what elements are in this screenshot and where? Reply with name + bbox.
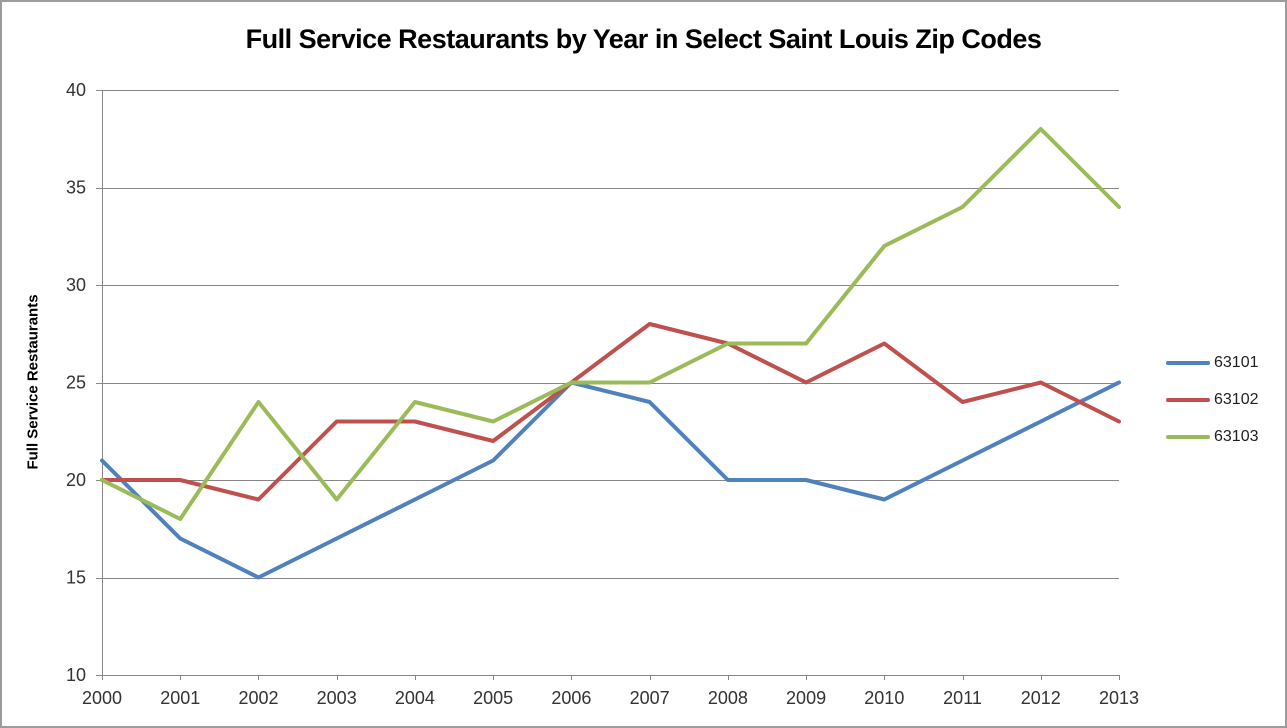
y-tick-label-25: 25 [66,373,86,393]
y-tick-label-20: 20 [66,470,86,490]
x-tick-label-2004: 2004 [395,688,435,708]
x-tick-label-2006: 2006 [551,688,591,708]
x-tick-label-2007: 2007 [630,688,670,708]
x-tick-label-2012: 2012 [1021,688,1061,708]
legend-line-swatch-63102 [1166,397,1210,402]
legend-label-63102: 63102 [1214,390,1259,408]
series-line-63102 [100,322,1121,502]
x-tick-label-2002: 2002 [238,688,278,708]
x-tick-label-2000: 2000 [82,688,122,708]
y-tick-label-15: 15 [66,568,86,588]
x-tick-label-2001: 2001 [160,688,200,708]
legend-entry-63102: 63102 [1166,381,1259,418]
x-tick-label-2010: 2010 [864,688,904,708]
legend-label-63101: 63101 [1214,353,1259,371]
legend-entry-63103: 63103 [1166,418,1259,455]
x-tick-label-2008: 2008 [708,688,748,708]
x-tick-label-2013: 2013 [1099,688,1139,708]
legend-entry-63101: 63101 [1166,344,1259,381]
series-line-63103 [100,127,1121,521]
legend-line-swatch-63101 [1166,360,1210,365]
series-line-63101 [100,380,1121,580]
y-tick-label-40: 40 [66,80,86,100]
y-tick-label-30: 30 [66,275,86,295]
y-tick-label-35: 35 [66,178,86,198]
x-tick-label-2003: 2003 [317,688,357,708]
x-tick-label-2011: 2011 [943,688,982,708]
chart-title: Full Service Restaurants by Year in Sele… [245,24,1042,54]
legend: 63101 63102 63103 [1166,344,1259,455]
x-tick-label-2005: 2005 [473,688,513,708]
y-tick-label-10: 10 [66,665,86,685]
x-tick-label-2009: 2009 [786,688,826,708]
legend-label-63103: 63103 [1214,427,1259,445]
legend-line-swatch-63103 [1166,434,1210,439]
